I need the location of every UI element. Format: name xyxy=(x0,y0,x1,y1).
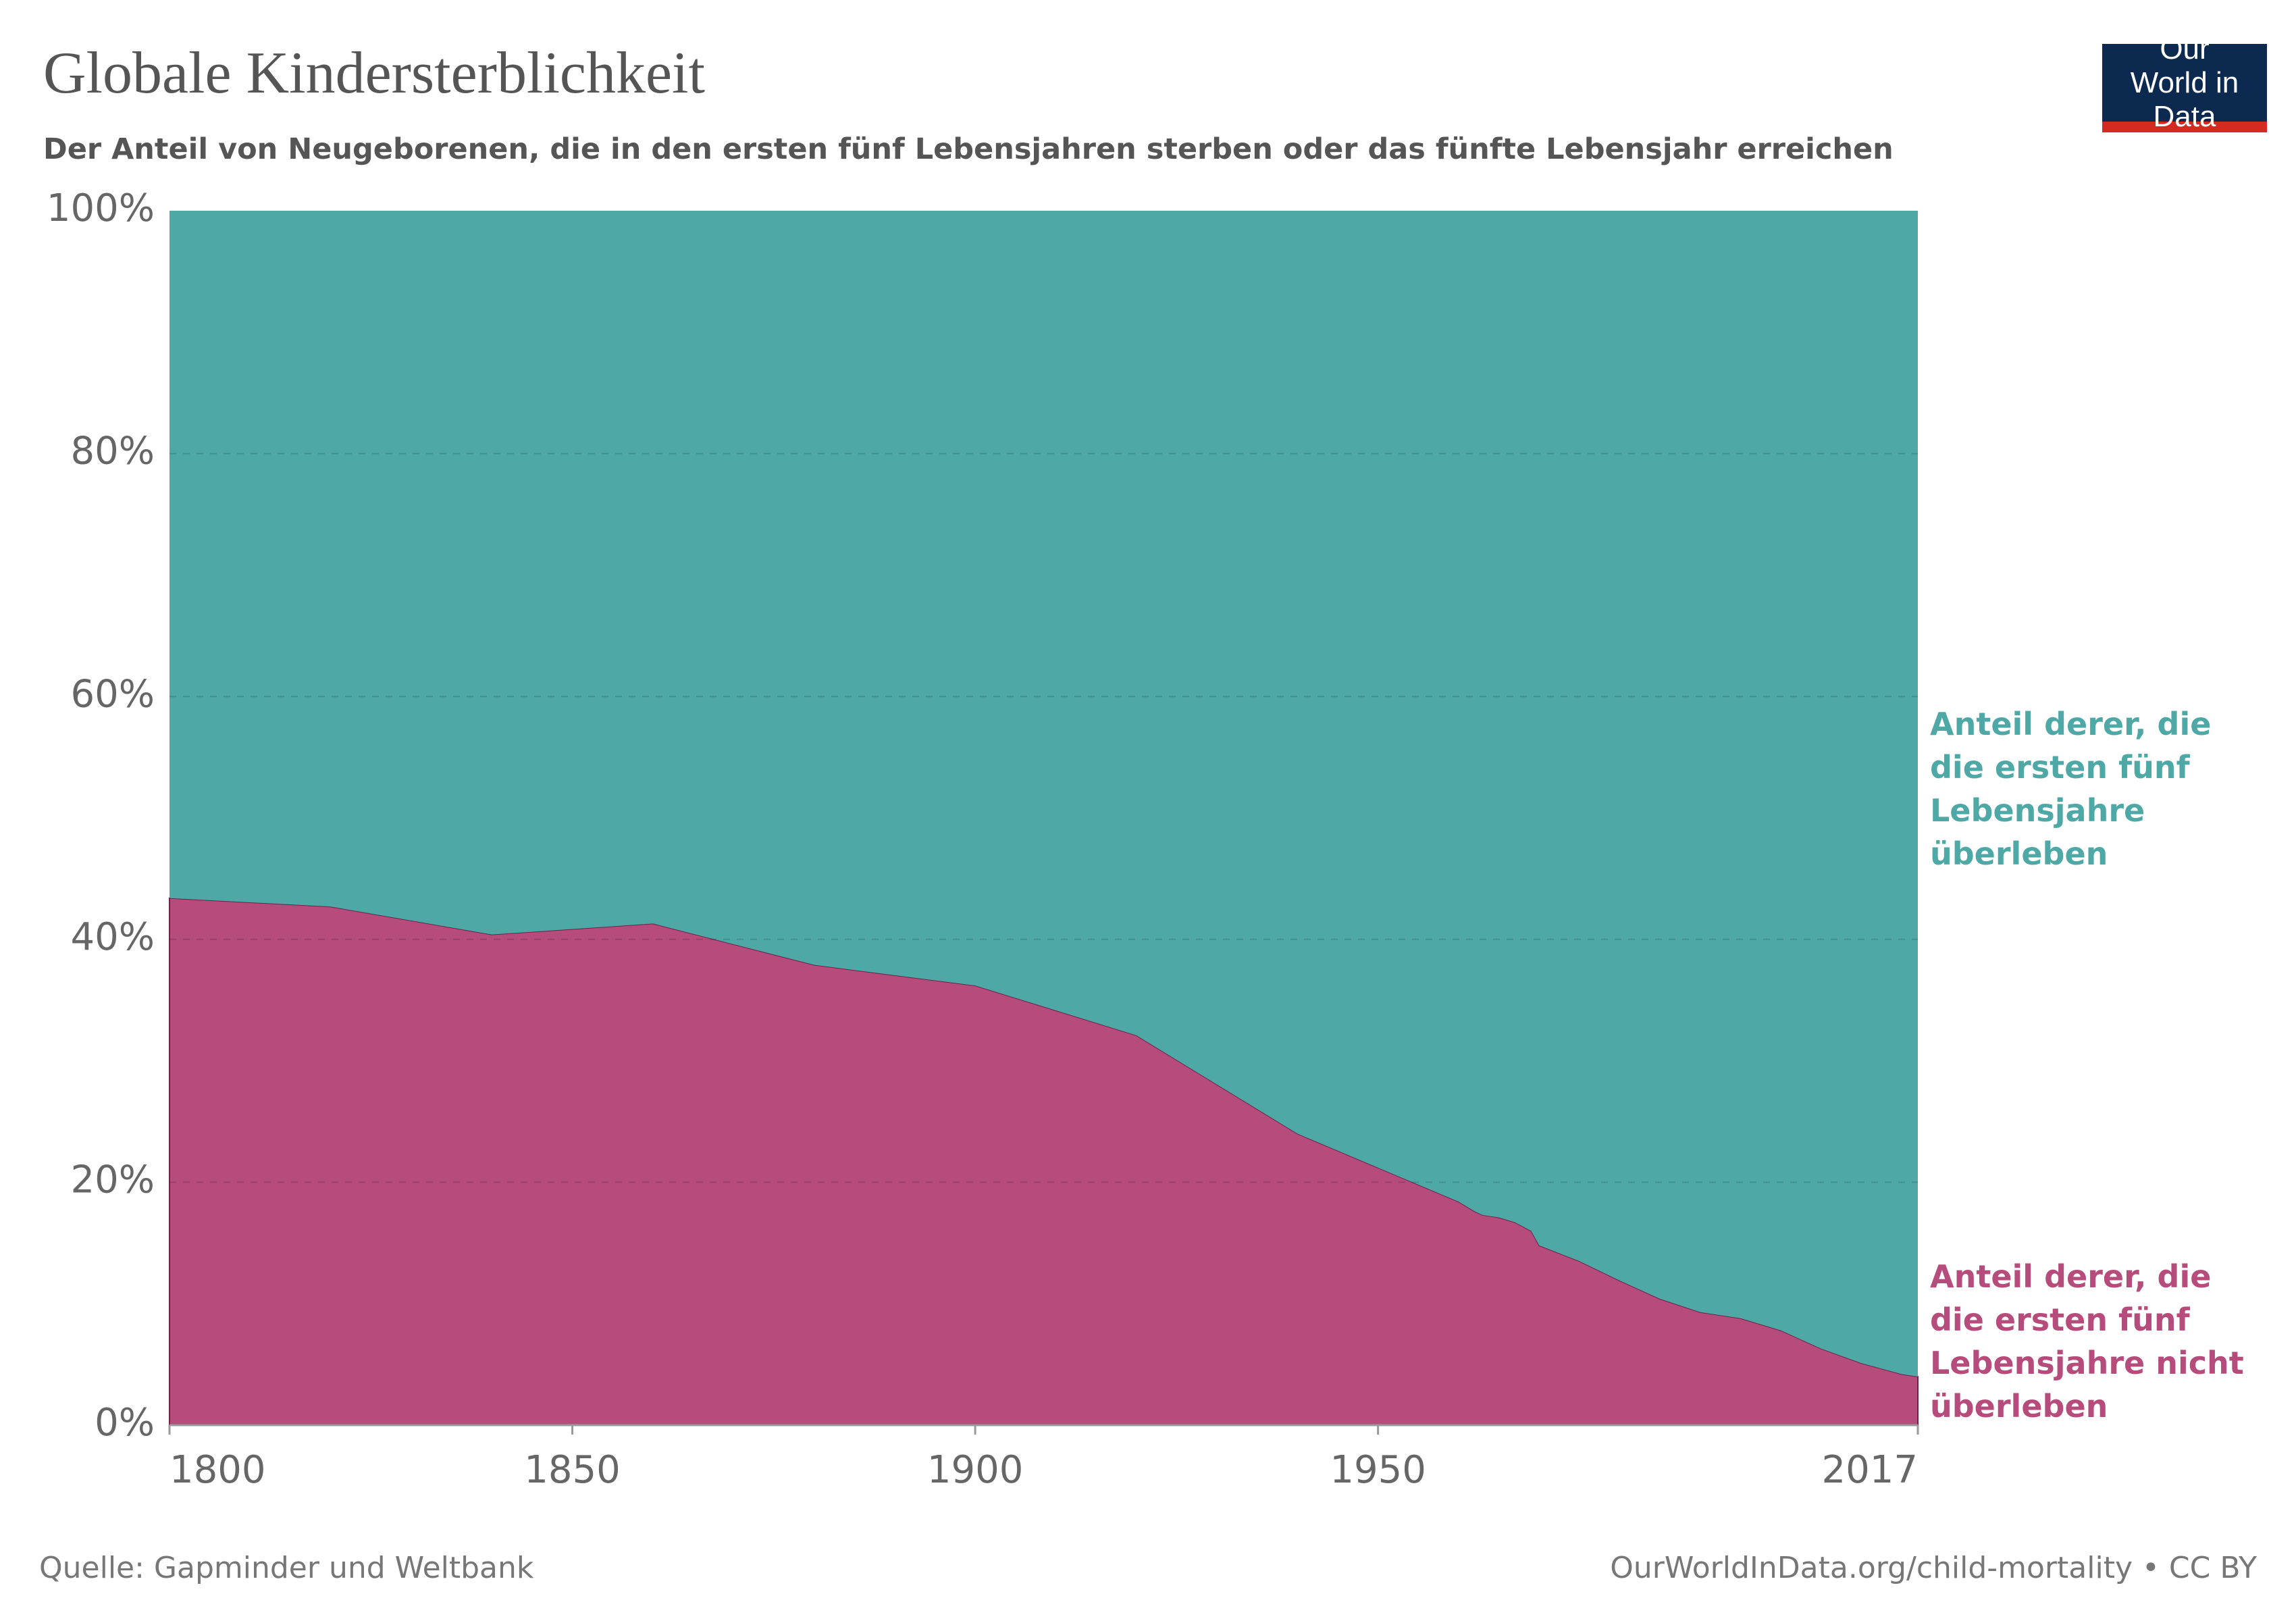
y-tick-label: 60% xyxy=(71,672,155,716)
logo[interactable]: Our World in Data xyxy=(2102,32,2267,133)
x-tick-label: 1900 xyxy=(927,1448,1024,1492)
y-tick-label: 80% xyxy=(71,430,155,473)
source-note: Quelle: Gapminder und Weltbank xyxy=(39,1551,534,1585)
chart-title: Globale Kindersterblichkeit xyxy=(43,41,705,106)
series-label: Anteil derer, die die ersten fünf Lebens… xyxy=(1930,1258,2244,1424)
x-tick-label: 2017 xyxy=(1821,1448,1918,1492)
url-note[interactable]: OurWorldInData.org/child-mortality • CC … xyxy=(1610,1551,2257,1585)
area xyxy=(169,211,1918,1377)
x-tick-label: 1850 xyxy=(524,1448,621,1492)
x-tick-label: 1800 xyxy=(169,1448,266,1492)
y-tick-label: 40% xyxy=(71,915,155,959)
y-tick-label: 100% xyxy=(47,186,155,230)
series-label: Anteil derer, die die ersten fünf Lebens… xyxy=(1930,706,2212,872)
y-tick-label: 20% xyxy=(71,1158,155,1202)
chart-subtitle: Der Anteil von Neugeborenen, die in den … xyxy=(43,132,1894,166)
x-tick-label: 1950 xyxy=(1330,1448,1426,1492)
y-tick-label: 0% xyxy=(95,1401,155,1445)
